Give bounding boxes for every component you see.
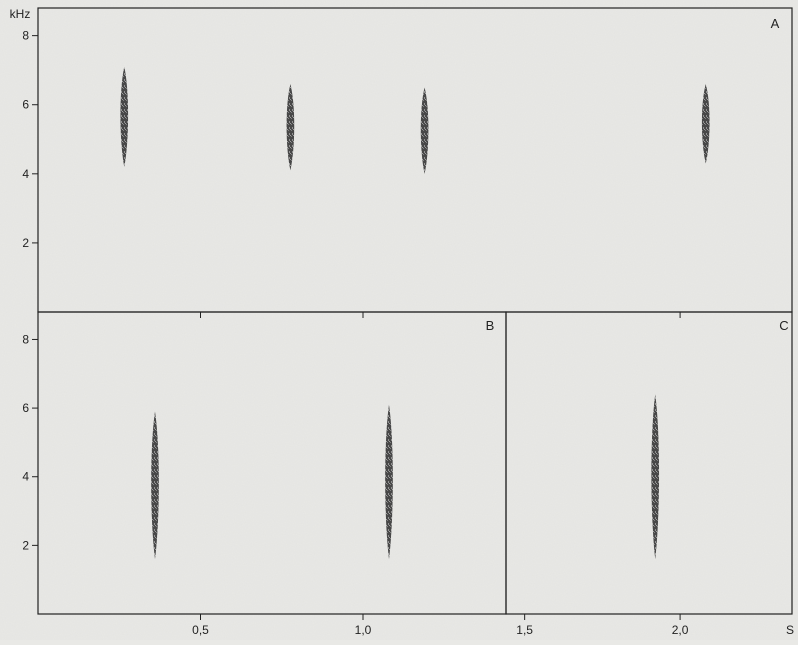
panel-c-label: C <box>779 318 788 333</box>
panel-b-label: B <box>486 318 495 333</box>
panel-b-ytick-label: 6 <box>22 401 29 415</box>
panel-b-ytick-label: 2 <box>22 538 29 552</box>
x-axis-tick-label: 1,5 <box>516 623 533 637</box>
panel-a-call-mark <box>420 87 429 174</box>
panel-a-ytick-label: 2 <box>22 236 29 250</box>
panel-a-call-mark <box>701 84 710 164</box>
chart-marks: 2 4 6 8 2 4 6 8 0,5 1,0 1,5 2,0 <box>22 29 710 637</box>
panel-c-frame <box>505 311 793 615</box>
panel-a-ytick-label: 4 <box>22 167 29 181</box>
x-axis-tick-label: 1,0 <box>355 623 372 637</box>
panel-a-ytick-label: 8 <box>22 29 29 43</box>
x-axis-tick-label: 0,5 <box>192 623 209 637</box>
y-axis-title: kHz <box>10 7 31 21</box>
panel-a-ytick-label: 6 <box>22 98 29 112</box>
x-axis-title: S <box>786 623 794 637</box>
panel-b-call-mark <box>151 411 159 560</box>
panel-a-call-mark <box>120 66 129 167</box>
panel-b-ytick-label: 4 <box>22 470 29 484</box>
panel-c-call-mark <box>651 394 660 560</box>
x-axis-tick-label: 2,0 <box>672 623 689 637</box>
panel-b-ytick-label: 8 <box>22 332 29 346</box>
panel-a-label: A <box>771 16 780 31</box>
panel-b-call-mark <box>385 404 393 560</box>
panel-a-call-mark <box>286 84 295 171</box>
